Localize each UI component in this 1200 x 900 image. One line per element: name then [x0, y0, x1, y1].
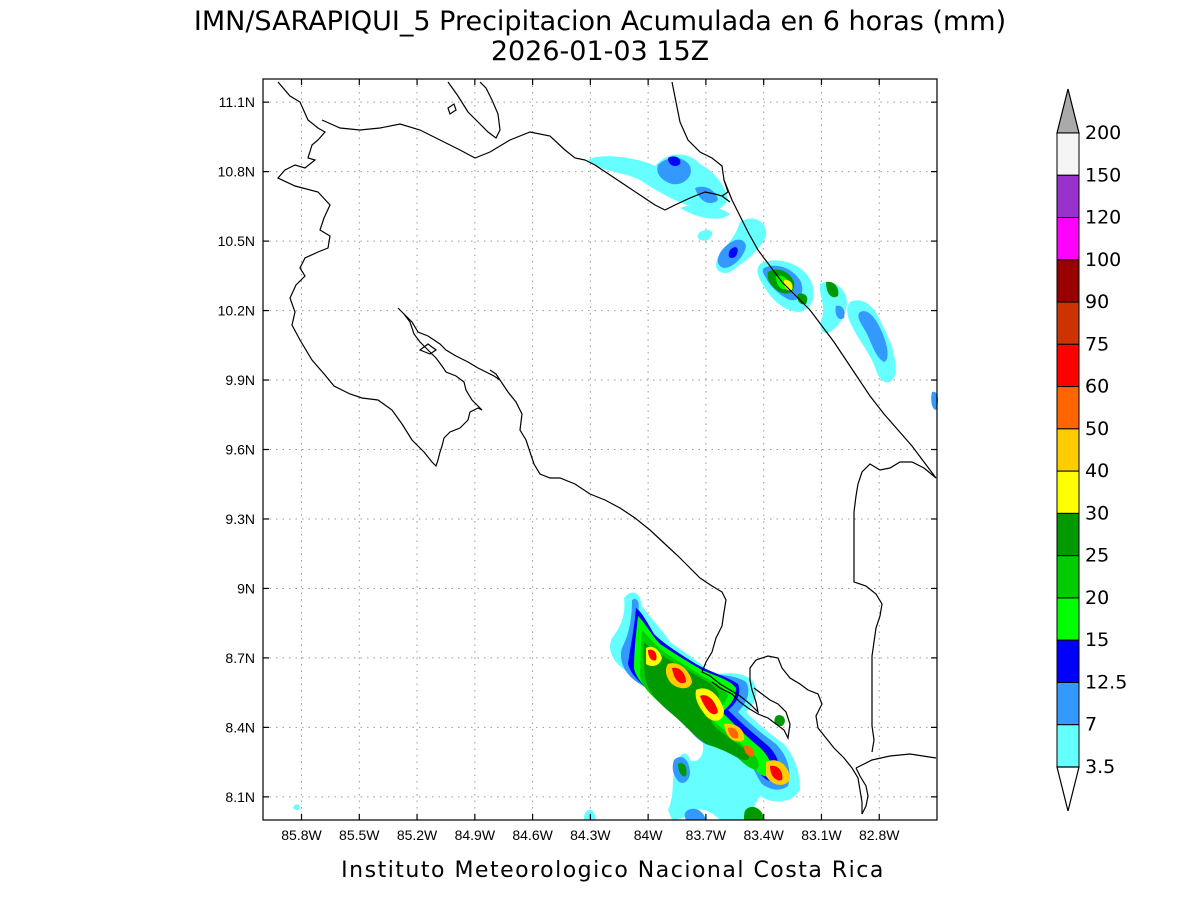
lon-tick-label: 85.2W — [397, 827, 438, 843]
coastline-nicoya — [277, 81, 483, 468]
colorbar-label: 40 — [1085, 460, 1109, 482]
coastline-gulf — [403, 313, 501, 381]
map-background — [263, 79, 937, 820]
border-panama — [853, 461, 937, 753]
lon-tick-label: 83.1W — [801, 827, 842, 843]
colorbar-segment — [1056, 217, 1080, 261]
lon-axis: 85.8W 85.5W 85.2W 84.9W 84.6W 84.3W 84W 83.7W 83… — [281, 79, 900, 843]
colorbar-label: 3.5 — [1085, 756, 1115, 778]
colorbar-segment — [1056, 681, 1080, 726]
coastline-burica — [855, 767, 869, 815]
island-chira — [418, 343, 438, 355]
colorbar-over-arrow — [1056, 88, 1080, 134]
lon-tick-label: 85.8W — [281, 827, 322, 843]
colorbar: 200 150 120 100 90 75 60 50 40 30 25 20 15 12.5 7 3.5 — [1056, 88, 1127, 812]
colorbar-segment — [1056, 724, 1080, 768]
border-nicaragua — [321, 119, 586, 161]
colorbar-label: 30 — [1085, 502, 1109, 524]
precip-cluster-south — [293, 592, 800, 820]
colorbar-label: 75 — [1085, 333, 1109, 355]
lat-tick-label: 9.9N — [225, 372, 255, 388]
lon-tick-label: 82.8W — [859, 827, 900, 843]
precipitation-field — [293, 154, 939, 820]
colorbar-label: 12.5 — [1085, 671, 1127, 693]
map-subtitle: 2026-01-03 15Z — [491, 36, 709, 67]
lat-tick-label: 10.5N — [218, 233, 255, 249]
colorbar-segment — [1056, 174, 1080, 219]
colorbar-label: 7 — [1085, 714, 1097, 736]
colorbar-segment — [1056, 132, 1080, 176]
colorbar-segment — [1056, 259, 1080, 303]
lat-tick-label: 9.6N — [225, 442, 255, 458]
lon-tick-label: 84W — [634, 827, 664, 843]
colorbar-label: 60 — [1085, 376, 1109, 398]
colorbar-segment — [1056, 597, 1080, 641]
lon-tick-label: 83.4W — [743, 827, 784, 843]
colorbar-label: 90 — [1085, 291, 1109, 313]
colorbar-label: 50 — [1085, 418, 1109, 440]
colorbar-label: 150 — [1085, 164, 1121, 186]
lon-tick-label: 84.3W — [570, 827, 611, 843]
lat-tick-label: 10.8N — [218, 164, 255, 180]
lat-tick-label: 8.7N — [225, 650, 255, 666]
colorbar-segment — [1056, 639, 1080, 683]
colorbar-segment — [1056, 428, 1080, 472]
colorbar-segment — [1056, 555, 1080, 599]
colorbar-segment — [1056, 470, 1080, 514]
colorbar-label: 200 — [1085, 122, 1121, 144]
lat-tick-label: 11.1N — [219, 94, 255, 110]
coastline-pacific — [499, 379, 863, 814]
lat-tick-label: 8.1N — [225, 789, 255, 805]
colorbar-under-arrow — [1056, 766, 1080, 812]
colorbar-segment — [1056, 512, 1080, 557]
colorbar-segment — [1056, 301, 1080, 345]
lat-tick-label: 10.2N — [218, 303, 255, 319]
lat-tick-label: 9N — [237, 580, 255, 596]
colorbar-label: 100 — [1085, 249, 1121, 271]
credit-text: Instituto Meteorologico Nacional Costa R… — [341, 858, 885, 883]
lon-tick-label: 84.6W — [512, 827, 553, 843]
map-panel: 11.1N 10.8N 10.5N 10.2N 9.9N 9.6N 9.3N 9N 8.7N 8.… — [218, 78, 939, 843]
lat-tick-label: 8.4N — [225, 719, 255, 735]
lat-tick-label: 9.3N — [225, 511, 255, 527]
colorbar-segment — [1056, 343, 1080, 388]
lon-tick-label: 83.7W — [686, 827, 727, 843]
map-title: IMN/SARAPIQUI_5 Precipitacion Acumulada … — [194, 6, 1006, 37]
coastline-lake-nicaragua — [447, 81, 501, 139]
border-nicaragua-east — [584, 159, 731, 211]
lat-axis: 11.1N 10.8N 10.5N 10.2N 9.9N 9.6N 9.3N 9N 8.7N 8.… — [218, 94, 937, 805]
colorbar-segment — [1056, 386, 1080, 430]
lon-tick-label: 84.9W — [455, 827, 496, 843]
coastline-osa — [711, 681, 791, 740]
colorbar-label: 15 — [1085, 629, 1109, 651]
coastlines — [277, 81, 937, 815]
coastline-panama-south — [855, 753, 937, 769]
precip-cluster-north — [588, 154, 939, 410]
colorbar-label: 120 — [1085, 207, 1121, 229]
colorbar-label: 20 — [1085, 587, 1109, 609]
coastline-caribbean — [723, 179, 937, 479]
island-lake — [447, 103, 457, 115]
colorbar-label: 25 — [1085, 545, 1109, 567]
lon-tick-label: 85.5W — [339, 827, 380, 843]
